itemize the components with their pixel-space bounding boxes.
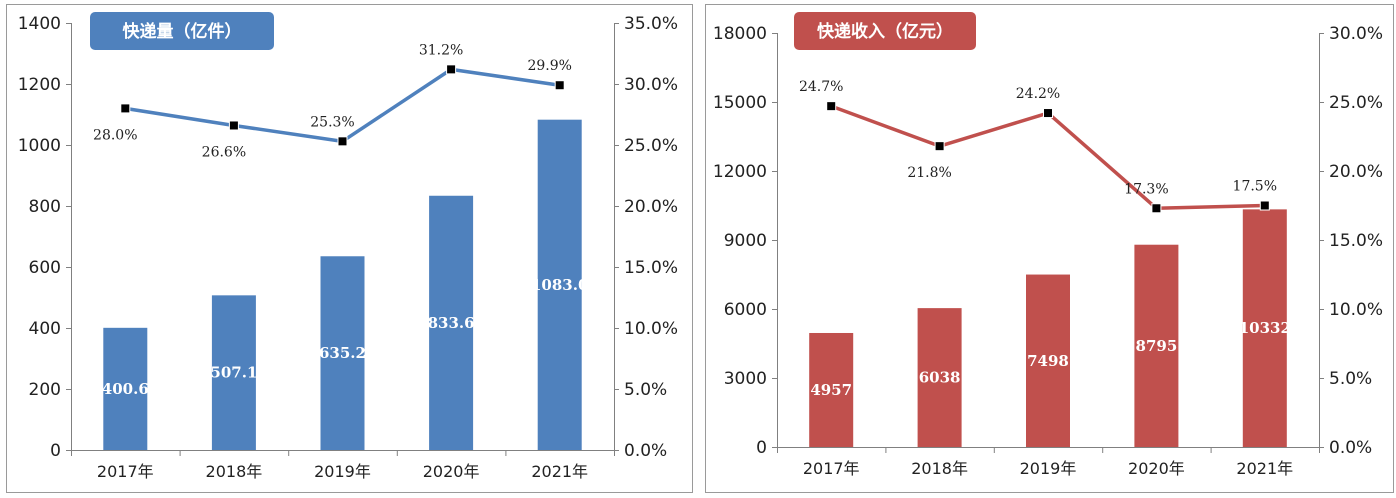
right-y-tick-label: 25.0% [624, 136, 678, 156]
left-y-tick-label: 1000 [18, 136, 61, 156]
growth-rate-label: 17.3% [1124, 181, 1168, 197]
x-category-label: 2019年 [314, 462, 371, 481]
right-y-tick-label: 0.0% [624, 441, 667, 461]
left-y-tick-label: 9000 [724, 231, 767, 251]
title-badge [90, 12, 274, 50]
right-y-tick-label: 30.0% [624, 75, 678, 95]
chart-title: 快递收入（亿元） [817, 21, 953, 42]
growth-rate-label: 26.6% [202, 144, 246, 160]
left-y-tick-label: 200 [29, 380, 61, 400]
growth-rate-point [934, 141, 945, 152]
bar-2017 [809, 332, 854, 447]
bar-value-label: 4957 [810, 381, 852, 399]
growth-rate-label: 24.2% [1016, 86, 1060, 102]
bar-2018 [211, 295, 256, 450]
left-y-tick-label: 18000 [713, 24, 767, 44]
growth-rate-point [554, 80, 565, 91]
title-badge [794, 12, 976, 50]
bar-2018 [917, 308, 962, 447]
growth-rate-point [1259, 200, 1270, 211]
right-y-tick-label: 35.0% [624, 14, 678, 34]
left-y-tick-label: 0 [756, 438, 767, 458]
left-y-tick-label: 12000 [713, 162, 767, 182]
left-y-tick-label: 15000 [713, 93, 767, 113]
growth-rate-point [1151, 203, 1162, 214]
bar-value-label: 400.6 [102, 380, 149, 398]
right-y-tick-label: 10.0% [624, 319, 678, 339]
right-y-tick-label: 15.0% [624, 258, 678, 278]
express-revenue-chart-panel: 0 3000 6000 9000 12000 15000 18000 0.0% 5.0% 10.0… [703, 0, 1396, 498]
growth-rate-label: 21.8% [907, 165, 951, 181]
growth-rate-point [337, 136, 348, 147]
growth-rate-label: 29.9% [527, 58, 571, 74]
right-y-tick-label: 10.0% [1329, 300, 1383, 320]
left-y-tick-label: 1400 [18, 14, 61, 34]
bar-value-label: 7498 [1027, 352, 1069, 370]
right-y-tick-label: 20.0% [1329, 162, 1383, 182]
express-volume-chart: 0 200 400 600 800 1000 1200 1400 0.0% 5.0% 10.0% 15… [6, 4, 693, 493]
x-category-label: 2019年 [1020, 459, 1077, 478]
right-y-tick-label: 5.0% [624, 380, 667, 400]
left-y-tick-label: 400 [29, 319, 61, 339]
express-revenue-chart: 0 3000 6000 9000 12000 15000 18000 0.0% 5.0% 10.0… [705, 4, 1394, 493]
growth-rate-label: 24.7% [799, 79, 843, 95]
left-y-tick-label: 1200 [18, 75, 61, 95]
x-category-label: 2020年 [423, 462, 480, 481]
growth-rate-point [120, 103, 131, 114]
bar-value-label: 8795 [1136, 337, 1178, 355]
bar-value-label: 833.6 [428, 314, 475, 332]
growth-rate-label: 28.0% [93, 127, 137, 143]
growth-rate-label: 17.5% [1233, 179, 1277, 195]
bar-value-label: 507.1 [210, 364, 257, 382]
express-volume-chart-panel: 0 200 400 600 800 1000 1200 1400 0.0% 5.0% 10.0% 15… [0, 0, 696, 498]
x-category-label: 2017年 [803, 459, 860, 478]
growth-rate-point [228, 120, 239, 131]
bar-2020 [429, 195, 474, 450]
x-category-label: 2017年 [97, 462, 154, 481]
left-y-tick-label: 3000 [724, 369, 767, 389]
right-y-tick-label: 25.0% [1329, 93, 1383, 113]
bar-2020 [1134, 244, 1179, 447]
x-category-label: 2018年 [206, 462, 263, 481]
x-category-label: 2021年 [531, 462, 588, 481]
chart-title: 快递量（亿件） [123, 21, 242, 42]
bar-2021 [537, 119, 582, 450]
bar-2017 [103, 327, 148, 450]
bar-value-label: 10332 [1239, 319, 1291, 337]
bar-2019 [1026, 274, 1070, 447]
right-y-tick-label: 20.0% [624, 197, 678, 217]
growth-rate-point [826, 101, 837, 112]
bar-2019 [320, 256, 365, 450]
growth-rate-point [446, 64, 457, 75]
growth-rate-label: 31.2% [419, 42, 463, 58]
right-y-tick-label: 30.0% [1329, 24, 1383, 44]
x-category-label: 2020年 [1128, 459, 1185, 478]
left-y-tick-label: 0 [50, 441, 61, 461]
left-y-tick-label: 800 [29, 197, 61, 217]
x-category-label: 2018年 [911, 459, 968, 478]
bar-value-label: 1083.0 [531, 276, 588, 294]
growth-rate-label: 25.3% [310, 114, 354, 130]
right-y-tick-label: 0.0% [1329, 438, 1372, 458]
left-y-tick-label: 600 [29, 258, 61, 278]
right-y-tick-label: 15.0% [1329, 231, 1383, 251]
bar-value-label: 635.2 [319, 344, 366, 362]
x-category-label: 2021年 [1236, 459, 1293, 478]
left-y-tick-label: 6000 [724, 300, 767, 320]
bar-value-label: 6038 [919, 369, 961, 387]
right-y-tick-label: 5.0% [1329, 369, 1372, 389]
bar-2021 [1242, 209, 1287, 447]
growth-rate-point [1043, 108, 1053, 119]
